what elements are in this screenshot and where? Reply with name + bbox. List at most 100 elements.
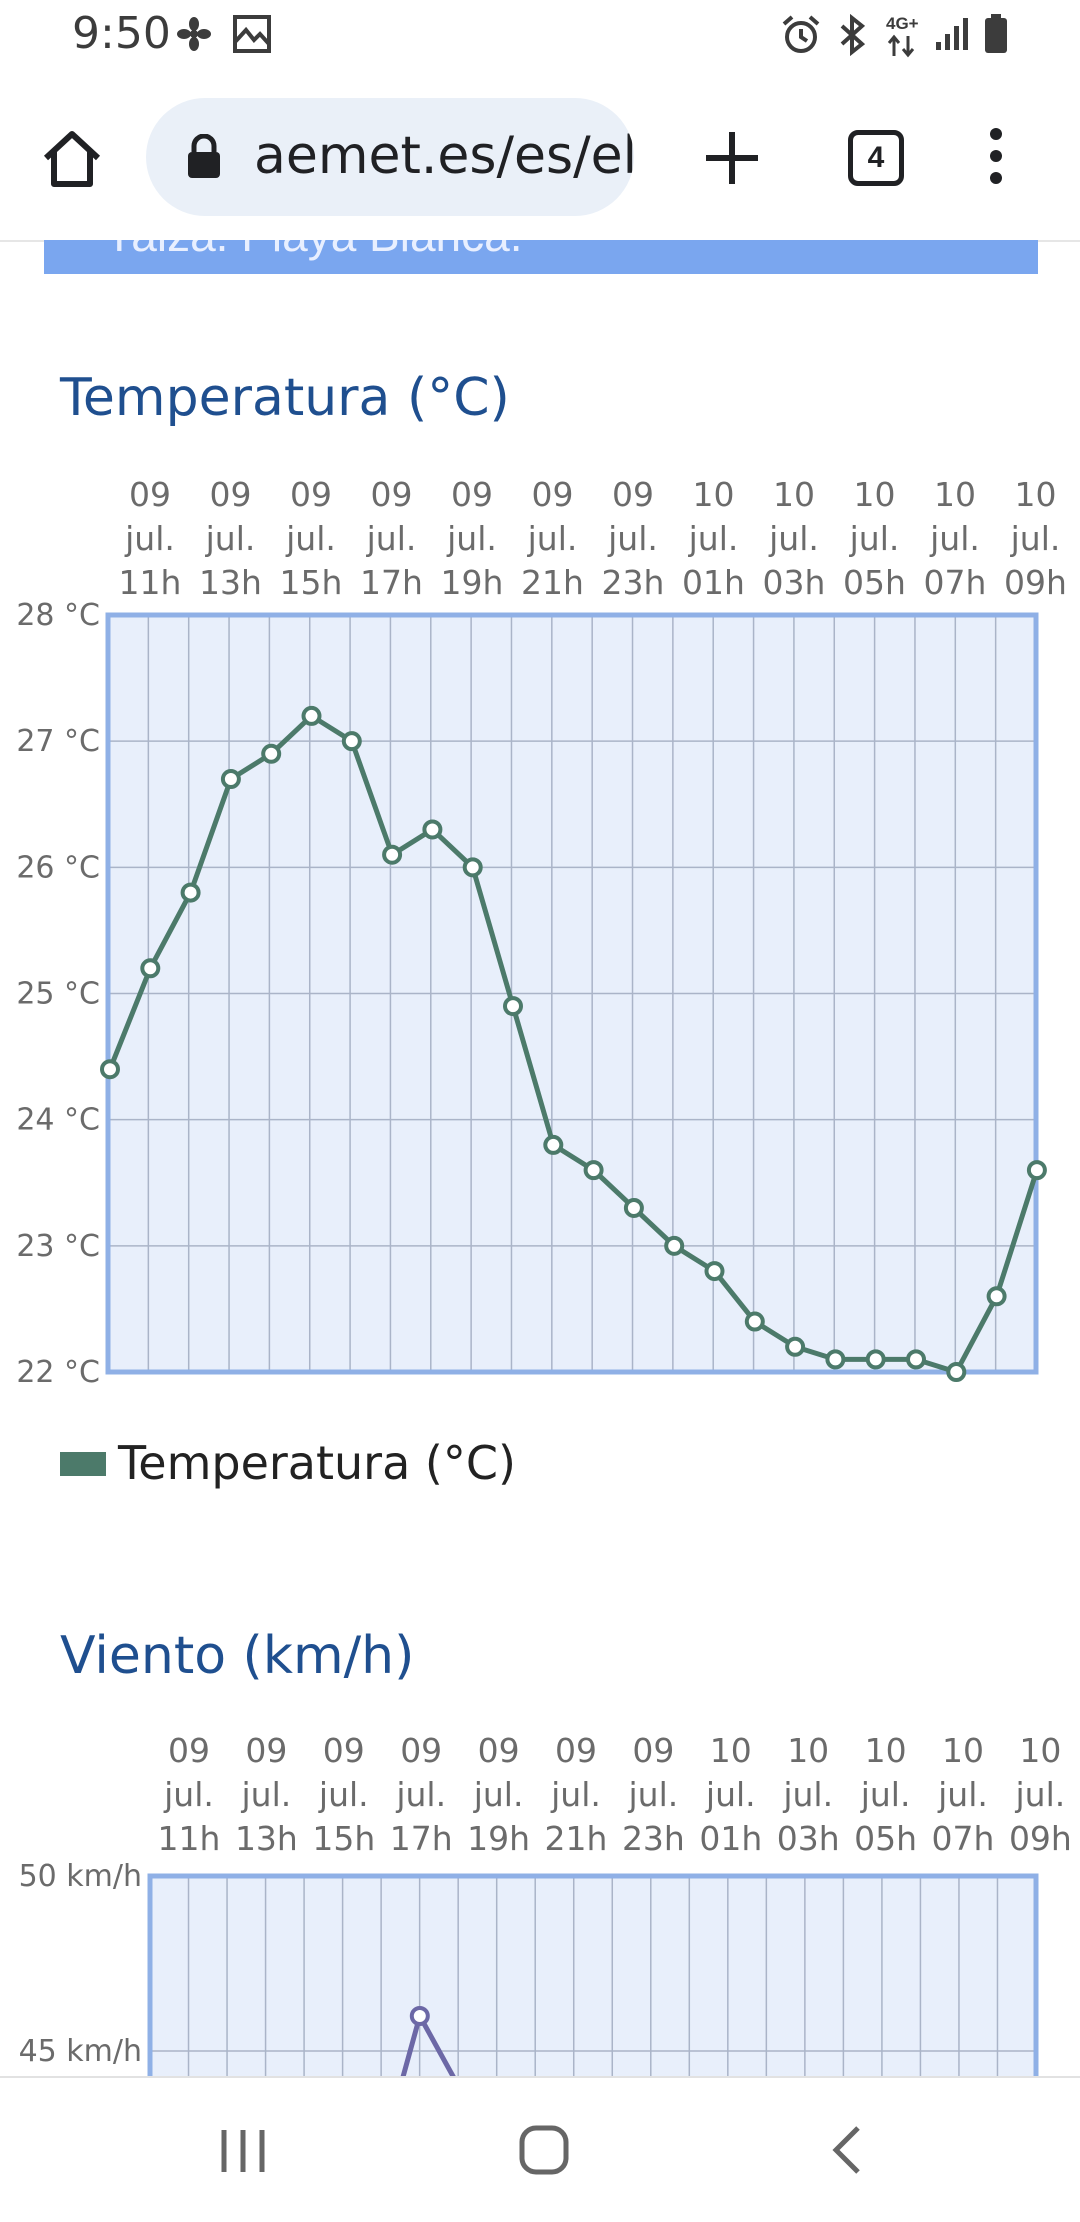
x-tick-label: jul. — [527, 519, 578, 558]
x-tick-label: jul. — [205, 519, 256, 558]
x-tick-label: 07h — [924, 563, 987, 602]
x-tick-label: jul. — [705, 1775, 756, 1814]
x-tick-label: 03h — [763, 563, 826, 602]
y-tick-label: 24 °C — [16, 1103, 100, 1138]
data-point — [301, 705, 322, 726]
x-tick-label: 09h — [1004, 563, 1067, 602]
x-tick-label: 09 — [210, 475, 252, 514]
temperature-chart-title: Temperatura (°C) — [60, 368, 510, 428]
data-point — [422, 819, 443, 840]
x-tick-label: 10 — [693, 475, 735, 514]
fan-notification-icon — [176, 16, 212, 57]
x-tick-label: 05h — [854, 1819, 917, 1858]
x-tick-label: 15h — [312, 1819, 375, 1858]
y-tick-label: 45 km/h — [19, 2034, 142, 2069]
plot-border — [105, 612, 1039, 1375]
alarm-icon — [780, 14, 822, 61]
recent-apps-icon — [221, 2130, 265, 2172]
x-tick-label: 07h — [932, 1819, 995, 1858]
x-tick-label: 10 — [942, 1731, 984, 1770]
x-tick-label: 10 — [1015, 475, 1057, 514]
home-button[interactable] — [38, 124, 106, 192]
signal-strength-icon — [934, 16, 970, 57]
battery-icon — [984, 14, 1008, 59]
legend-swatch — [60, 1452, 106, 1476]
plot-area — [150, 1876, 1036, 2076]
temperature-chart: 28 °C 27 °C 26 °C 25 °C 24 °C 23 °C 22 °C 09 jul… — [16, 475, 1067, 1390]
home-icon — [43, 131, 101, 187]
y-tick-label: 25 °C — [16, 977, 100, 1012]
home-circle-icon — [519, 2125, 569, 2175]
x-tick-label: 03h — [777, 1819, 840, 1858]
image-notification-icon — [232, 14, 272, 59]
x-tick-label: 10 — [865, 1731, 907, 1770]
data-point — [261, 743, 282, 764]
plus-icon — [706, 132, 758, 184]
more-vert-icon — [990, 128, 1002, 184]
x-tick-label: 23h — [622, 1819, 685, 1858]
x-tick-label: jul. — [1010, 519, 1061, 558]
data-point — [543, 1134, 564, 1155]
x-tick-label: 10 — [773, 475, 815, 514]
address-bar[interactable]: aemet.es/es/el — [146, 98, 634, 216]
data-point — [704, 1261, 725, 1282]
data-point — [140, 958, 161, 979]
y-tick-label: 28 °C — [16, 598, 100, 633]
x-tick-label: 09h — [1009, 1819, 1072, 1858]
y-tick-label: 22 °C — [16, 1355, 100, 1390]
browser-toolbar: aemet.es/es/el 4 — [0, 72, 1080, 242]
tab-switcher-button[interactable]: 4 — [848, 130, 904, 186]
x-tick-label: 09 — [168, 1731, 210, 1770]
x-tick-label: jul. — [607, 519, 658, 558]
network-type-indicator: 4G+ — [886, 14, 919, 33]
x-tick-label: 09 — [323, 1731, 365, 1770]
x-tick-label: 01h — [699, 1819, 762, 1858]
x-tick-label: jul. — [768, 519, 819, 558]
x-tick-label: jul. — [366, 519, 417, 558]
data-point — [220, 769, 241, 790]
x-tick-label: 11h — [119, 563, 182, 602]
x-tick-label: 09 — [245, 1731, 287, 1770]
x-tick-label: 09 — [400, 1731, 442, 1770]
data-point — [946, 1362, 967, 1382]
x-tick-label: 09 — [290, 475, 332, 514]
home-nav-button[interactable] — [518, 2124, 570, 2181]
new-tab-button[interactable] — [700, 126, 764, 195]
data-point — [986, 1286, 1007, 1307]
x-tick-label: 17h — [360, 563, 423, 602]
x-tick-label: jul. — [1015, 1775, 1066, 1814]
plot-border — [147, 1873, 1039, 2076]
x-tick-label: 11h — [158, 1819, 221, 1858]
data-point — [865, 1349, 886, 1370]
location-header-bar: Yaiza. Playa Blanca. — [44, 240, 1038, 274]
status-bar: 9:50 4G+ — [0, 0, 1080, 72]
y-tick-label: 23 °C — [16, 1229, 100, 1264]
data-point — [825, 1349, 846, 1370]
x-tick-label: 10 — [710, 1731, 752, 1770]
x-tick-label: jul. — [849, 519, 900, 558]
system-navigation-bar — [0, 2076, 1080, 2222]
back-button[interactable] — [828, 2124, 864, 2181]
x-tick-label: jul. — [241, 1775, 292, 1814]
x-tick-label: 19h — [441, 563, 504, 602]
recent-apps-button[interactable] — [218, 2126, 268, 2181]
x-tick-label: jul. — [318, 1775, 369, 1814]
x-tick-label: jul. — [285, 519, 336, 558]
x-tick-label: 09 — [371, 475, 413, 514]
x-tick-label: 15h — [280, 563, 343, 602]
data-point — [664, 1235, 685, 1256]
lock-icon — [188, 134, 220, 178]
x-tick-label: 13h — [235, 1819, 298, 1858]
x-tick-label: 09 — [129, 475, 171, 514]
wind-chart: 50 km/h45 km/h40 km/h09jul.11h09jul.13h0… — [19, 1731, 1072, 2076]
data-point — [409, 2006, 430, 2026]
data-point — [503, 996, 523, 1017]
x-tick-label: 10 — [934, 475, 976, 514]
x-tick-label: 19h — [467, 1819, 530, 1858]
data-point — [462, 857, 483, 878]
x-tick-label: 01h — [682, 563, 745, 602]
x-tick-label: jul. — [688, 519, 739, 558]
data-point — [906, 1349, 926, 1370]
menu-button[interactable] — [984, 124, 1008, 193]
x-tick-label: jul. — [782, 1775, 833, 1814]
